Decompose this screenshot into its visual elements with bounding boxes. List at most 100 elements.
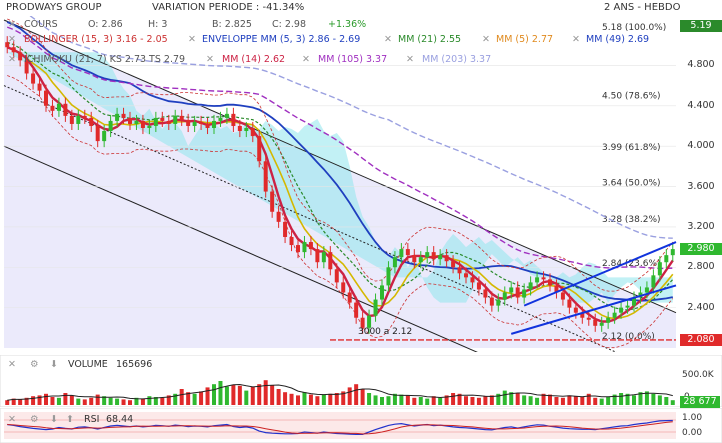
price-tick-label: 4.000: [687, 140, 715, 152]
candle: [270, 191, 275, 212]
candle: [418, 257, 423, 263]
close-icon[interactable]: ✕: [302, 54, 310, 65]
candle: [606, 317, 611, 323]
volume-bar: [496, 393, 501, 405]
volume-last-value: 28 677: [683, 396, 717, 407]
volume-bar: [250, 386, 255, 405]
candle: [496, 299, 501, 306]
close-icon[interactable]: ✕: [8, 414, 16, 425]
candle: [476, 282, 481, 290]
volume-bar: [341, 391, 346, 405]
close-icon[interactable]: ✕: [384, 34, 392, 45]
close-icon[interactable]: ✕: [406, 54, 414, 65]
rsi-chart[interactable]: [0, 408, 722, 443]
candle: [528, 282, 533, 290]
candle: [619, 307, 624, 313]
candle: [153, 117, 158, 126]
fibonacci-label: 2.84 (23.6%): [602, 259, 661, 269]
candle: [237, 125, 242, 132]
candle: [308, 242, 313, 250]
candle: [548, 279, 552, 286]
arrow-down-icon[interactable]: ⬇: [50, 414, 58, 425]
candle: [451, 261, 456, 268]
close-icon[interactable]: ✕: [572, 34, 580, 45]
candle: [367, 315, 372, 328]
candle: [128, 117, 132, 124]
candle: [315, 249, 320, 263]
candle: [160, 117, 165, 121]
candle: [580, 312, 585, 318]
mm49-line: [6, 21, 673, 302]
volume-bar: [489, 395, 494, 405]
cours-label: COURS: [24, 19, 58, 30]
arrow-down-icon[interactable]: ⬇: [50, 359, 58, 370]
close-icon[interactable]: ✕: [8, 359, 16, 370]
period-label[interactable]: 2 ANS - HEBDO: [604, 2, 681, 13]
price-tick-label: 2.800: [687, 261, 715, 273]
volume-bar: [360, 389, 365, 405]
candle: [457, 267, 462, 274]
close-icon[interactable]: ✕: [8, 19, 16, 30]
gear-icon[interactable]: ⚙: [30, 414, 39, 425]
arrow-up-icon[interactable]: ⬆: [66, 414, 74, 425]
mm5-label[interactable]: MM (5) 2.77: [496, 34, 554, 45]
mm105-line: [6, 26, 673, 270]
mm21-label[interactable]: MM (21) 2.55: [398, 34, 462, 45]
bollinger-label[interactable]: BOLLINGER (15, 3) 3.16 - 2.05: [24, 34, 168, 45]
candle: [354, 302, 359, 318]
candle: [586, 317, 591, 320]
mm49-label[interactable]: MM (49) 2.69: [586, 34, 650, 45]
candle: [380, 285, 384, 300]
candle: [69, 115, 74, 124]
candle: [244, 127, 249, 132]
ichimoku-label[interactable]: ICHIMOKU (21, 7) KS 2.73 TS 2.79: [24, 54, 186, 65]
price-tick-label: 4.400: [687, 99, 715, 111]
candle: [535, 277, 540, 283]
volume-bar: [102, 396, 107, 405]
volume-bar: [244, 390, 249, 405]
close-icon[interactable]: ✕: [188, 34, 196, 45]
enveloppe-label[interactable]: ENVELOPPE MM (5, 3) 2.86 - 2.69: [202, 34, 361, 45]
volume-bar: [535, 397, 540, 405]
candle: [296, 245, 300, 253]
candle: [257, 136, 262, 162]
mm203-label[interactable]: MM (203) 3.37: [422, 54, 492, 65]
rsi-line: [7, 419, 673, 435]
price-chart[interactable]: 5.18 (100.0%) 4.50 (78.6%) 3.99 (61.8%) 3.6…: [0, 16, 722, 352]
volume-bar: [412, 397, 417, 405]
ichimoku-ks-line: [6, 46, 674, 320]
close-icon[interactable]: ✕: [482, 34, 490, 45]
candle: [82, 115, 87, 118]
volume-bar: [632, 395, 636, 405]
volume-bar: [212, 384, 216, 405]
gear-icon[interactable]: ⚙: [30, 359, 39, 370]
volume-value: 165696: [116, 359, 153, 370]
close-icon[interactable]: ✕: [8, 54, 16, 65]
volume-bar: [276, 389, 281, 405]
volume-bar: [380, 397, 384, 405]
candle: [140, 120, 145, 128]
mm105-label[interactable]: MM (105) 3.37: [318, 54, 388, 65]
volume-bar: [502, 390, 507, 405]
candle: [24, 60, 29, 74]
candle: [502, 292, 507, 300]
close-icon[interactable]: ✕: [8, 34, 16, 45]
volume-bar: [218, 381, 223, 405]
volume-bar: [451, 393, 456, 405]
candle: [218, 117, 223, 121]
change-value: +1.36%: [328, 19, 367, 30]
volume-bar: [638, 392, 643, 405]
candle: [11, 47, 16, 53]
candle: [444, 255, 449, 262]
volume-chart[interactable]: [0, 355, 722, 407]
candle: [44, 90, 48, 106]
mm14-label[interactable]: MM (14) 2.62: [222, 54, 286, 65]
volume-bar: [147, 396, 152, 405]
mm14-line: [6, 46, 674, 323]
close-icon[interactable]: ✕: [206, 54, 214, 65]
candle: [115, 113, 120, 121]
candle: [18, 52, 23, 61]
fibonacci-label: 4.50 (78.6%): [602, 92, 661, 102]
bollinger-lower: [7, 75, 674, 349]
volume-bar: [509, 392, 514, 405]
